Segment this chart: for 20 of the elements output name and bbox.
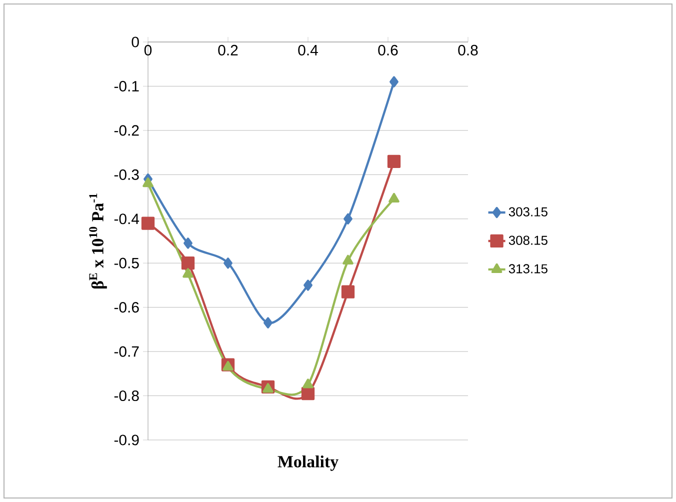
legend-label: 308.15 bbox=[508, 236, 548, 245]
x-axis-title: Molality bbox=[278, 455, 338, 471]
y-tick-label: -0.3 bbox=[114, 169, 139, 180]
x-tick-label: 0.8 bbox=[458, 44, 478, 56]
y-tick-label: -0.8 bbox=[114, 390, 139, 402]
x-tick-label: 0.6 bbox=[378, 44, 398, 56]
legend-label: 313.15 bbox=[508, 264, 548, 274]
y-tick-label: -0.1 bbox=[114, 80, 139, 92]
y-tick-label: -0.5 bbox=[114, 258, 139, 268]
x-tick-label: 0 bbox=[144, 44, 152, 56]
y-tick-label: -0.7 bbox=[114, 346, 139, 357]
x-tick-label: 0.4 bbox=[298, 44, 318, 56]
y-axis-title: β$^{E}$ x 10$^{10}$ Pa$^{-1}$ bbox=[89, 194, 107, 289]
y-tick-label: -0.6 bbox=[114, 302, 139, 313]
y-tick-label: -0.2 bbox=[114, 125, 139, 136]
x-tick-label: 0.2 bbox=[218, 44, 238, 56]
y-tick-label: -0.9 bbox=[114, 434, 139, 446]
y-tick-label: 0 bbox=[132, 36, 139, 48]
y-tick-label: -0.4 bbox=[114, 214, 140, 224]
legend-label: 303.15 bbox=[508, 207, 548, 216]
